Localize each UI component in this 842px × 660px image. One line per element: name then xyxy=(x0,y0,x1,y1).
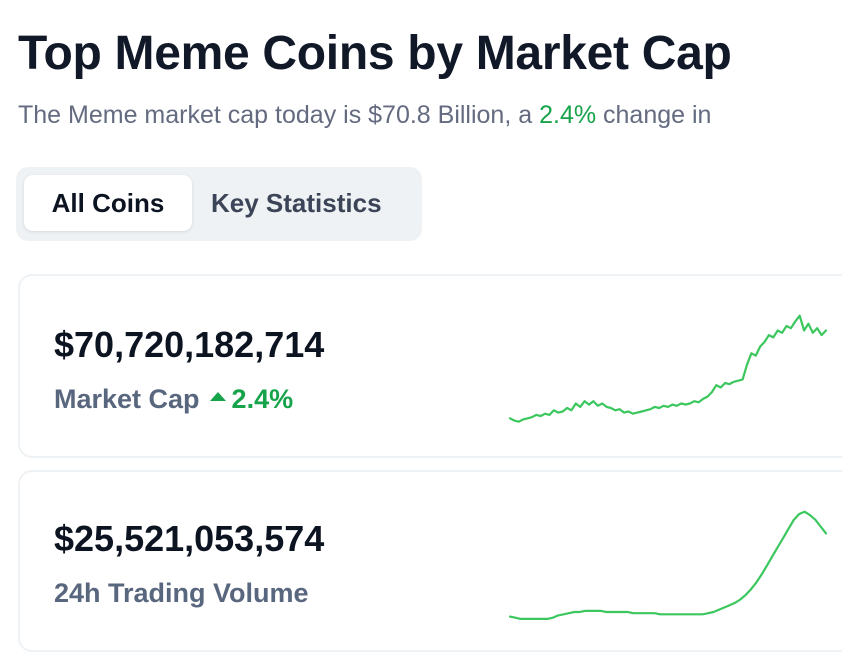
page-title: Top Meme Coins by Market Cap xyxy=(18,27,732,80)
market-summary-suffix: change in xyxy=(596,101,712,129)
market-cap-sparkline xyxy=(508,314,828,423)
market-summary: The Meme market cap today is $70.8 Billi… xyxy=(18,101,711,130)
trading-volume-sparkline xyxy=(508,510,828,621)
market-cap-value: $70,720,182,714 xyxy=(54,324,325,365)
market-cap-sparkline-line xyxy=(508,314,828,423)
caret-up-icon xyxy=(209,392,226,402)
trading-volume-value: $25,521,053,574 xyxy=(54,518,325,559)
tab-bar: All Coins Key Statistics xyxy=(16,167,422,241)
market-cap-change: 2.4% xyxy=(231,384,294,414)
tab-all-coins[interactable]: All Coins xyxy=(24,175,192,231)
trading-volume-card[interactable]: $25,521,053,574 24h Trading Volume xyxy=(18,470,842,652)
tab-key-statistics[interactable]: Key Statistics xyxy=(211,188,382,218)
market-cap-card[interactable]: $70,720,182,714 Market Cap 2.4% xyxy=(18,274,842,458)
trading-volume-label: 24h Trading Volume xyxy=(54,578,309,608)
market-cap-label-row: Market Cap 2.4% xyxy=(54,384,293,415)
market-summary-prefix: The Meme market cap today is $70.8 Billi… xyxy=(18,101,540,129)
market-cap-label: Market Cap xyxy=(54,384,200,414)
trading-volume-label-row: 24h Trading Volume xyxy=(54,578,309,609)
trading-volume-sparkline-line xyxy=(508,510,828,621)
market-change-percent: 2.4% xyxy=(539,101,597,129)
